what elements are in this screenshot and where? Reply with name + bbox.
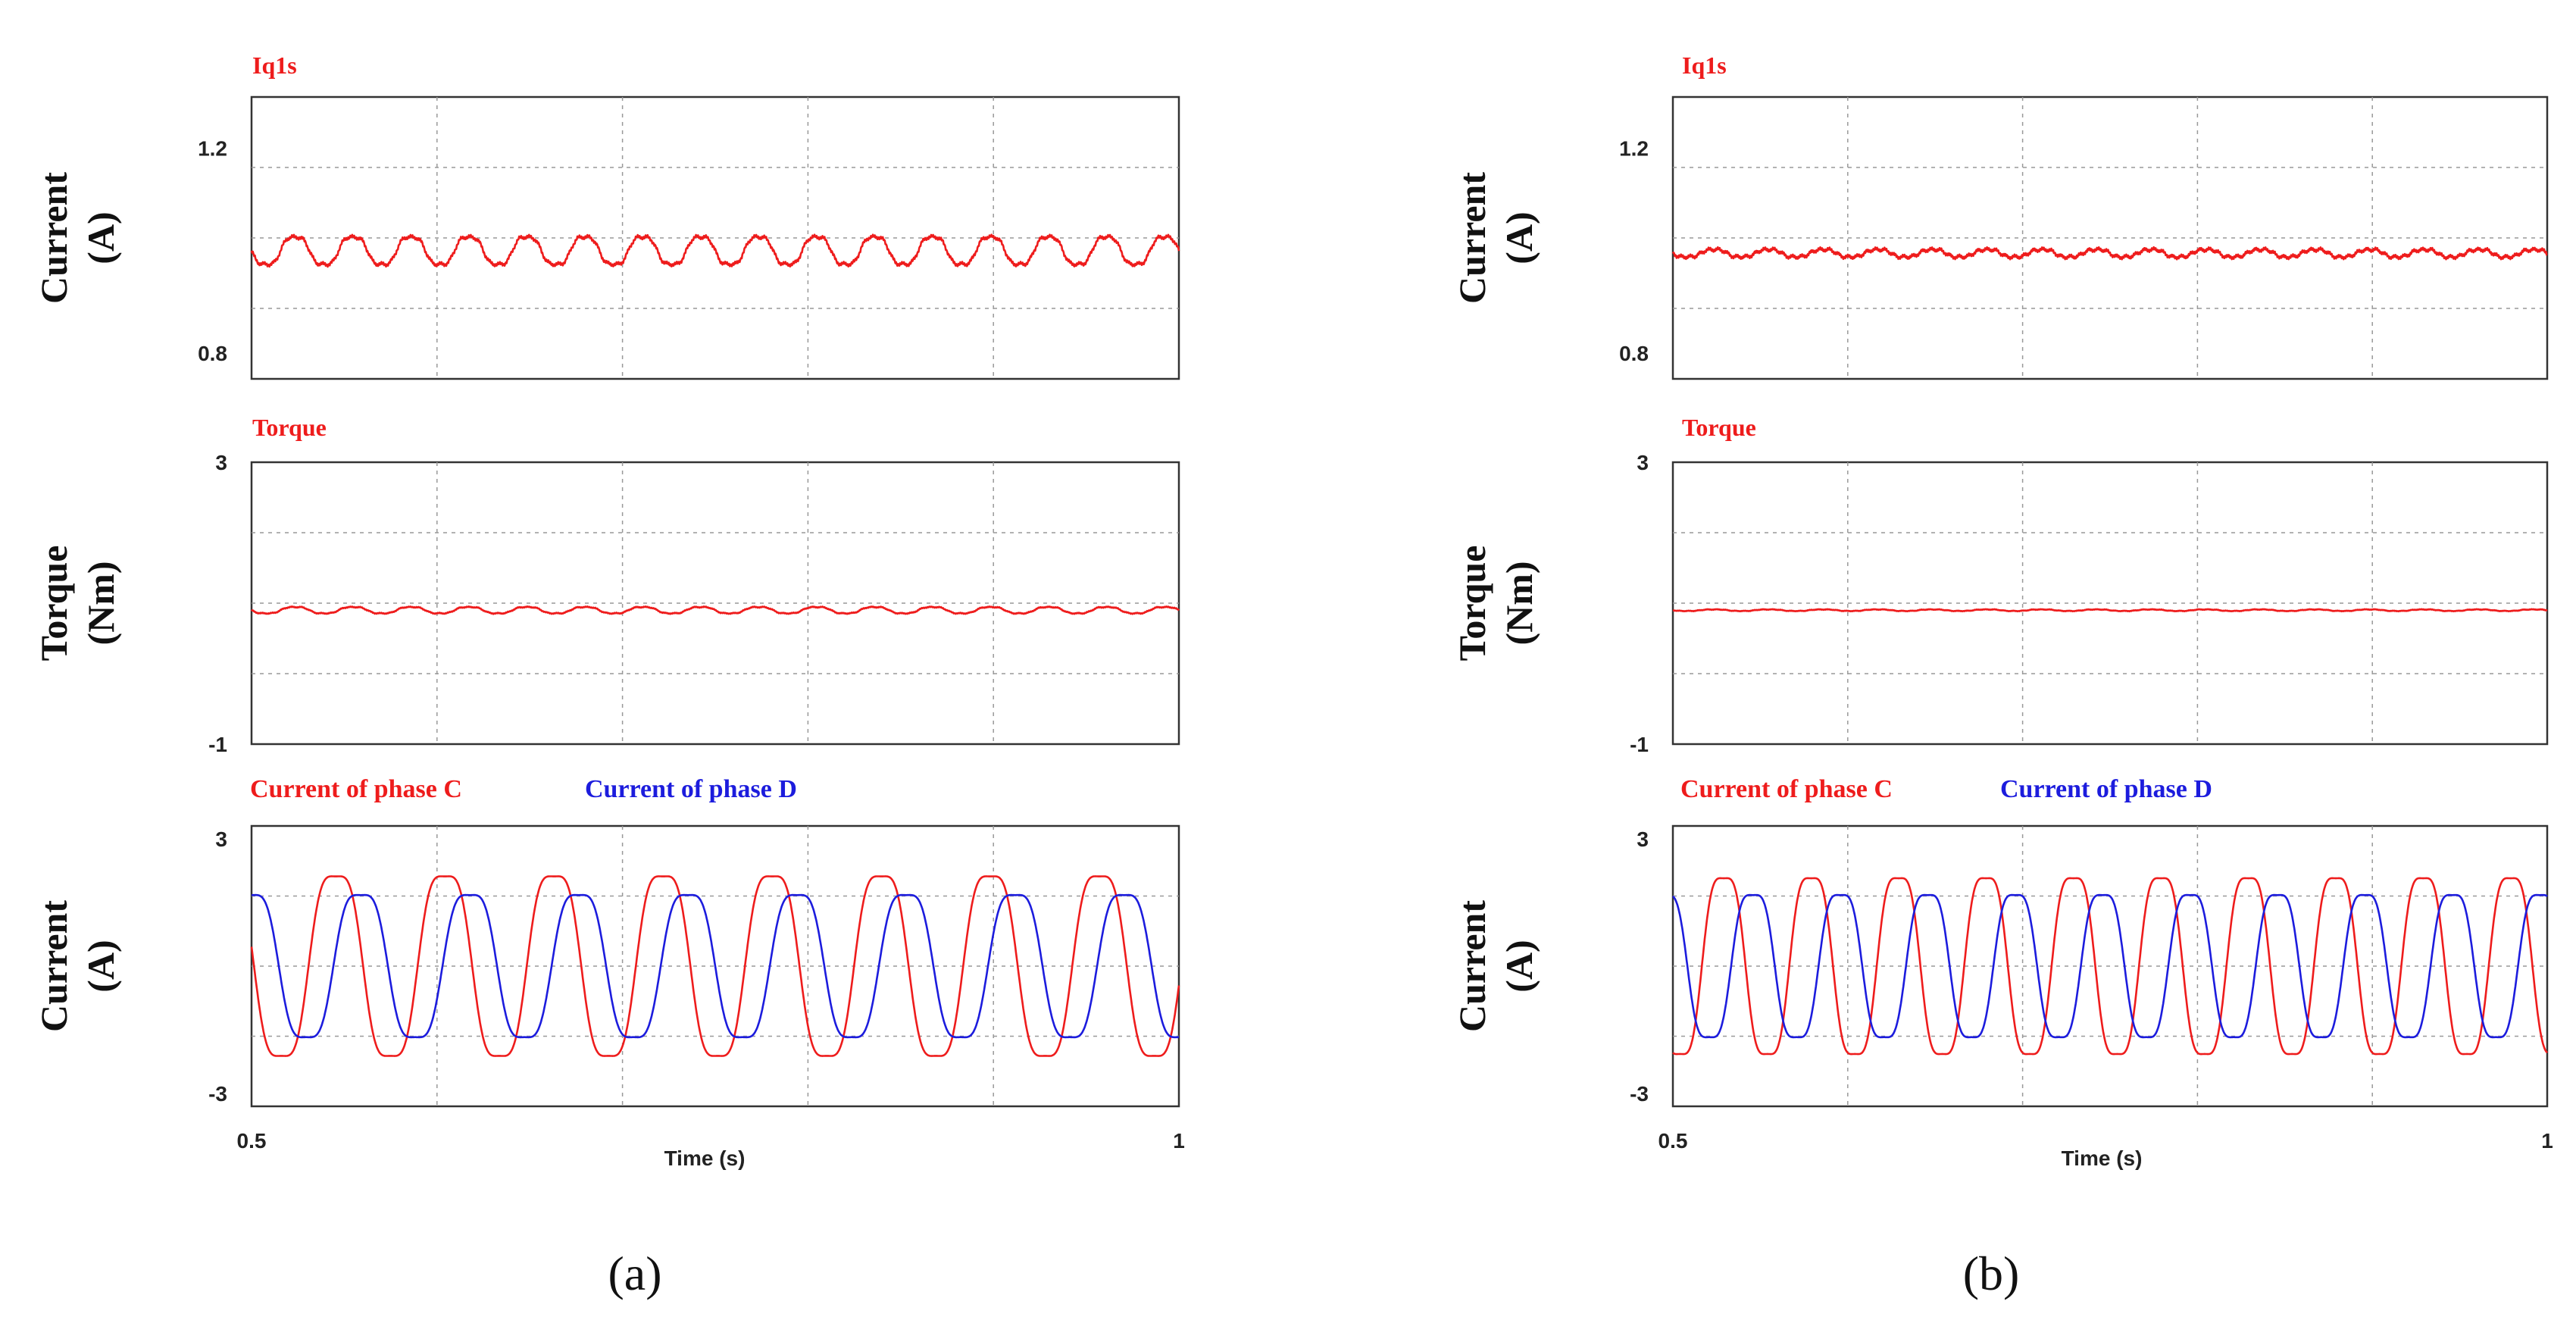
y-tick-label: 3 bbox=[215, 827, 227, 851]
panel-label: (a) bbox=[608, 1246, 661, 1300]
subplot-3: 3 -3 Current (A) Current of phase C Current o… bbox=[33, 775, 1185, 1170]
x-axis-label: Time (s) bbox=[2062, 1146, 2143, 1170]
series-line-1 bbox=[1672, 608, 2548, 613]
series-line-1 bbox=[1671, 246, 2548, 261]
y-axis-label-line2: (Nm) bbox=[80, 561, 122, 645]
y-tick-label: -3 bbox=[208, 1082, 227, 1106]
plot-area bbox=[250, 461, 1180, 746]
x-tick-label: 0.5 bbox=[1658, 1129, 1688, 1153]
subplot-3: 3 -3 Current (A) Current of phase C Current o… bbox=[1451, 775, 2553, 1170]
y-axis-label: Current (A) bbox=[1451, 900, 1540, 1032]
series-line-1 bbox=[250, 605, 1180, 615]
y-tick-label: 1.2 bbox=[1619, 137, 1649, 161]
y-tick-label: 0.8 bbox=[1619, 342, 1649, 365]
y-axis-label: Current (A) bbox=[33, 900, 122, 1032]
series-line-1 bbox=[250, 233, 1180, 268]
y-axis-label-line1: Current bbox=[33, 900, 75, 1032]
x-axis-label: Time (s) bbox=[664, 1146, 746, 1170]
y-tick-label: -1 bbox=[1630, 733, 1649, 756]
y-axis-label-line2: (A) bbox=[1498, 940, 1540, 992]
y-axis-label-line1: Torque bbox=[1451, 546, 1493, 662]
y-tick-label: 0.8 bbox=[198, 342, 227, 365]
y-axis-label: Torque (Nm) bbox=[33, 546, 122, 662]
y-axis-label-line2: (A) bbox=[80, 211, 122, 264]
x-tick-label: 1 bbox=[2541, 1129, 2553, 1153]
panel-label: (b) bbox=[1963, 1246, 2020, 1300]
subplot-title: Torque bbox=[252, 414, 327, 441]
y-tick-label: 3 bbox=[215, 451, 227, 474]
y-axis-label: Current (A) bbox=[1451, 172, 1540, 304]
y-axis-label-line1: Current bbox=[33, 172, 75, 304]
series-line-1 bbox=[1672, 877, 2548, 1056]
y-tick-label: -1 bbox=[208, 733, 227, 756]
y-axis-label-line1: Current bbox=[1451, 172, 1493, 304]
y-axis-label: Torque (Nm) bbox=[1451, 546, 1540, 662]
y-axis-label-line1: Torque bbox=[33, 546, 75, 662]
legend-entry: Current of phase D bbox=[2000, 775, 2212, 803]
y-axis-label-line2: (A) bbox=[80, 940, 122, 992]
x-tick-label: 0.5 bbox=[237, 1129, 267, 1153]
y-tick-label: -3 bbox=[1630, 1082, 1649, 1106]
series-line-1 bbox=[250, 875, 1180, 1057]
y-axis-label-line1: Current bbox=[1451, 900, 1493, 1032]
subplot-1: 1.2 0.8 Current (A) Iq1s bbox=[1451, 52, 2549, 380]
subplot-title: Iq1s bbox=[1682, 52, 1727, 79]
y-tick-label: 3 bbox=[1637, 827, 1649, 851]
subplot-1: 1.2 0.8 Current (A) Iq1s bbox=[33, 52, 1180, 380]
series-line-2 bbox=[251, 893, 1180, 1039]
y-tick-label: 3 bbox=[1637, 451, 1649, 474]
legend-entry: Current of phase D bbox=[585, 775, 797, 803]
legend-entry: Current of phase C bbox=[250, 775, 462, 803]
y-tick-label: 1.2 bbox=[198, 137, 227, 161]
y-axis-label-line2: (Nm) bbox=[1498, 561, 1540, 645]
series-line-2 bbox=[1672, 893, 2548, 1039]
subplot-title: Iq1s bbox=[252, 52, 297, 79]
y-axis-label: Current (A) bbox=[33, 172, 122, 304]
x-tick-label: 1 bbox=[1173, 1129, 1185, 1153]
y-axis-label-line2: (A) bbox=[1498, 211, 1540, 264]
legend-entry: Current of phase C bbox=[1680, 775, 1893, 803]
subplot-title: Torque bbox=[1682, 414, 1756, 441]
